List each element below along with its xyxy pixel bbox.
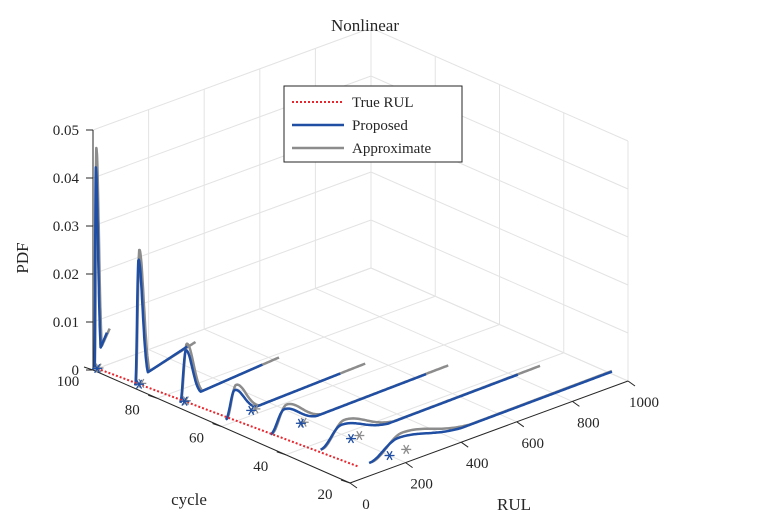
- y-tick-mark: [276, 451, 286, 456]
- z-tick-label: 0.02: [53, 267, 79, 283]
- y-axis-label: cycle: [171, 490, 207, 509]
- grid-line: [92, 219, 372, 323]
- legend-label-true-rul: True RUL: [352, 95, 414, 111]
- z-tick-label: 0.04: [53, 171, 80, 187]
- proposed-rul-marker: [92, 363, 103, 374]
- y-tick-label: 60: [189, 431, 204, 447]
- grid-line: [370, 171, 629, 286]
- x-tick-label: 800: [577, 415, 600, 431]
- y-tick-label: 40: [253, 459, 268, 475]
- proposed-pdf-curve: [134, 258, 189, 386]
- x-tick-mark: [460, 441, 469, 448]
- x-tick-mark: [627, 380, 636, 387]
- proposed-rul-marker: [384, 450, 395, 461]
- proposed-rul-marker: [246, 405, 257, 416]
- y-tick-mark: [148, 394, 158, 399]
- x-tick-label: 200: [410, 477, 433, 493]
- approximate-pdf-curve: [134, 248, 197, 386]
- y-tick-label: 100: [57, 374, 80, 390]
- proposed-pdf-curve: [179, 349, 263, 404]
- approximate-pdf-curve: [179, 342, 280, 403]
- x-axis-label: RUL: [497, 495, 531, 514]
- proposed-pdf-curve: [224, 372, 341, 421]
- x-tick-mark: [572, 400, 580, 407]
- x-tick-mark: [349, 482, 358, 489]
- proposed-pdf-curve: [269, 373, 427, 436]
- approximate-rul-marker: [354, 430, 365, 441]
- proposed-rul-marker: [179, 396, 190, 406]
- grid-line: [92, 267, 372, 371]
- x-tick-mark: [405, 462, 413, 469]
- grid-line: [370, 27, 629, 142]
- x-axis-line: [349, 380, 629, 484]
- rul-markers: [92, 363, 412, 461]
- grid-line: [370, 219, 629, 334]
- axes: [83, 129, 636, 489]
- grid-line: [92, 171, 372, 275]
- x-tick-label: 400: [466, 456, 489, 472]
- legend: True RUL Proposed Approximate: [283, 85, 463, 163]
- series-curves: [93, 146, 613, 468]
- approximate-rul-marker: [401, 444, 412, 455]
- proposed-rul-marker: [295, 418, 306, 428]
- proposed-rul-marker: [134, 379, 145, 389]
- y-tick-mark: [212, 423, 222, 427]
- z-tick-label: 0.03: [53, 219, 79, 235]
- z-tick-label: 0: [72, 363, 80, 379]
- y-tick-label: 80: [125, 402, 140, 418]
- x-tick-label: 0: [362, 497, 370, 513]
- grid-line: [92, 27, 372, 131]
- proposed-pdf-curve: [93, 166, 109, 370]
- z-axis-label: PDF: [13, 242, 32, 273]
- tick-labels: 020040060080010002040608010000.010.020.0…: [53, 123, 659, 513]
- z-tick-label: 0.01: [53, 315, 79, 331]
- x-tick-label: 600: [522, 436, 545, 452]
- grid-line: [157, 295, 436, 399]
- z-tick-label: 0.05: [53, 123, 79, 139]
- grid-line: [370, 267, 629, 382]
- proposed-pdf-curve: [320, 373, 519, 451]
- y-tick-mark: [340, 479, 351, 484]
- proposed-rul-marker: [345, 433, 356, 444]
- proposed-pdf-curve: [368, 370, 613, 465]
- grid-line: [221, 324, 500, 427]
- legend-label-approximate: Approximate: [352, 141, 431, 157]
- chart-title: Nonlinear: [331, 16, 399, 35]
- x-tick-mark: [516, 421, 525, 428]
- y-tick-label: 20: [318, 487, 333, 503]
- x-tick-label: 1000: [629, 395, 659, 411]
- legend-label-proposed: Proposed: [352, 118, 408, 134]
